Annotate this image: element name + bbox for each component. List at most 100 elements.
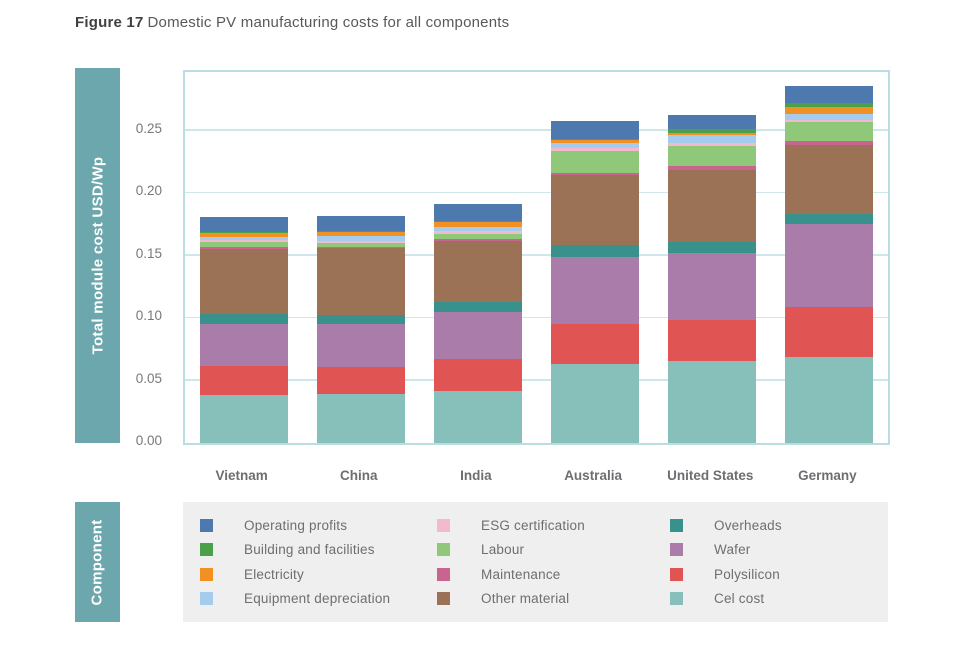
bar-segment-maintenance	[199, 246, 288, 249]
x-label-australia: Australia	[564, 468, 622, 483]
legend-item-other-material: Other material	[437, 587, 670, 612]
plot-area	[183, 70, 890, 445]
bar-united-states	[668, 115, 757, 443]
bar-segment-equipment-depreciation	[316, 236, 405, 241]
bar-segment-equipment-depreciation	[668, 135, 757, 143]
y-tick-label: 0.20	[135, 183, 162, 198]
bar-segment-operating-profits	[316, 216, 405, 231]
bar-segment-cel-cost	[785, 357, 874, 443]
bar-segment-polysilicon	[199, 365, 288, 395]
legend-band-label: Component	[89, 518, 106, 606]
bar-segment-maintenance	[433, 238, 522, 242]
bar-segment-cel-cost	[316, 393, 405, 443]
bar-segment-building-and-facilities	[668, 129, 757, 133]
y-axis-band: Total module cost USD/Wp	[75, 68, 120, 443]
legend-item-building-and-facilities: Building and facilities	[200, 538, 437, 563]
y-tick-label: 0.00	[135, 433, 162, 448]
legend-swatch-icon	[670, 518, 683, 532]
gridline-0.05	[185, 379, 888, 381]
bar-segment-overheads	[551, 244, 640, 257]
bar-segment-labour	[316, 242, 405, 247]
y-tick-label: 0.10	[135, 308, 162, 323]
bar-segment-electricity	[199, 232, 288, 237]
bar-segment-labour	[785, 122, 874, 142]
x-label-india: India	[460, 468, 492, 483]
bar-china	[316, 216, 405, 443]
bar-segment-wafer	[668, 252, 757, 321]
bar-segment-electricity	[551, 140, 640, 144]
legend-grid: Operating profits Building and facilities…	[200, 513, 882, 611]
legend-box: Operating profits Building and facilities…	[183, 502, 888, 622]
legend-swatch-icon	[200, 592, 213, 606]
bar-segment-building-and-facilities	[316, 230, 405, 233]
gridline-0.15	[185, 254, 888, 256]
legend-swatch-icon	[437, 543, 450, 557]
bar-segment-other-material	[433, 241, 522, 303]
legend-item-label: Labour	[481, 542, 525, 558]
bar-segment-labour	[199, 242, 288, 247]
legend-item-wafer: Wafer	[670, 538, 882, 563]
legend-item-label: Other material	[481, 591, 570, 607]
legend-item-cel-cost: Cel cost	[670, 587, 882, 612]
bar-segment-polysilicon	[785, 307, 874, 358]
legend-swatch-icon	[437, 518, 450, 532]
bar-segment-operating-profits	[785, 85, 874, 103]
x-label-germany: Germany	[798, 468, 857, 483]
bar-segment-wafer	[316, 323, 405, 368]
legend-item-maintenance: Maintenance	[437, 562, 670, 587]
bar-segment-maintenance	[551, 172, 640, 175]
bar-segment-electricity	[433, 222, 522, 227]
bar-segment-building-and-facilities	[551, 138, 640, 141]
bar-segment-esg-certification	[433, 231, 522, 234]
legend-item-label: Wafer	[714, 542, 751, 558]
bar-australia	[551, 120, 640, 443]
bar-segment-cel-cost	[551, 364, 640, 443]
bar-segment-overheads	[433, 302, 522, 312]
bar-segment-labour	[551, 150, 640, 173]
bar-germany	[785, 85, 874, 443]
bar-segment-overheads	[316, 314, 405, 324]
legend-item-label: Maintenance	[481, 566, 561, 582]
legend-item-esg-certification: ESG certification	[437, 513, 670, 538]
bar-india	[433, 203, 522, 443]
legend-item-label: Equipment depreciation	[244, 591, 391, 607]
legend-item-label: Operating profits	[244, 517, 348, 533]
bar-segment-equipment-depreciation	[551, 143, 640, 149]
bar-segment-labour	[668, 145, 757, 167]
x-label-china: China	[339, 468, 378, 483]
bar-segment-overheads	[199, 313, 288, 324]
bar-segment-esg-certification	[199, 240, 288, 243]
bar-segment-building-and-facilities	[785, 102, 874, 108]
bar-segment-esg-certification	[316, 240, 405, 243]
bar-segment-esg-certification	[785, 119, 874, 123]
legend-swatch-icon	[670, 567, 683, 581]
gridline-0.25	[185, 129, 888, 131]
bar-segment-overheads	[668, 242, 757, 253]
bar-segment-building-and-facilities	[433, 220, 522, 223]
x-label-united-states: United States	[667, 468, 754, 483]
legend-item-electricity: Electricity	[200, 562, 437, 587]
bar-segment-wafer	[785, 224, 874, 308]
legend-item-label: Overheads	[714, 517, 782, 533]
legend-item-label: ESG certification	[481, 517, 585, 533]
bar-segment-wafer	[433, 311, 522, 360]
x-label-vietnam: Vietnam	[215, 468, 268, 483]
bar-segment-other-material	[199, 248, 288, 314]
bar-segment-esg-certification	[668, 142, 757, 146]
legend-item-labour: Labour	[437, 538, 670, 563]
bar-segment-other-material	[785, 144, 874, 215]
bar-segment-other-material	[668, 169, 757, 243]
bar-segment-building-and-facilities	[199, 231, 288, 233]
bar-segment-electricity	[668, 132, 757, 136]
legend-item-polysilicon: Polysilicon	[670, 562, 882, 587]
legend-swatch-icon	[200, 518, 213, 532]
bar-segment-polysilicon	[433, 359, 522, 392]
legend-item-label: Building and facilities	[244, 542, 375, 558]
bar-segment-wafer	[199, 323, 288, 366]
bar-segment-equipment-depreciation	[199, 236, 288, 241]
bar-segment-esg-certification	[551, 148, 640, 151]
gridline-0.20	[185, 191, 888, 193]
bar-segment-maintenance	[668, 166, 757, 170]
bar-segment-wafer	[551, 256, 640, 325]
